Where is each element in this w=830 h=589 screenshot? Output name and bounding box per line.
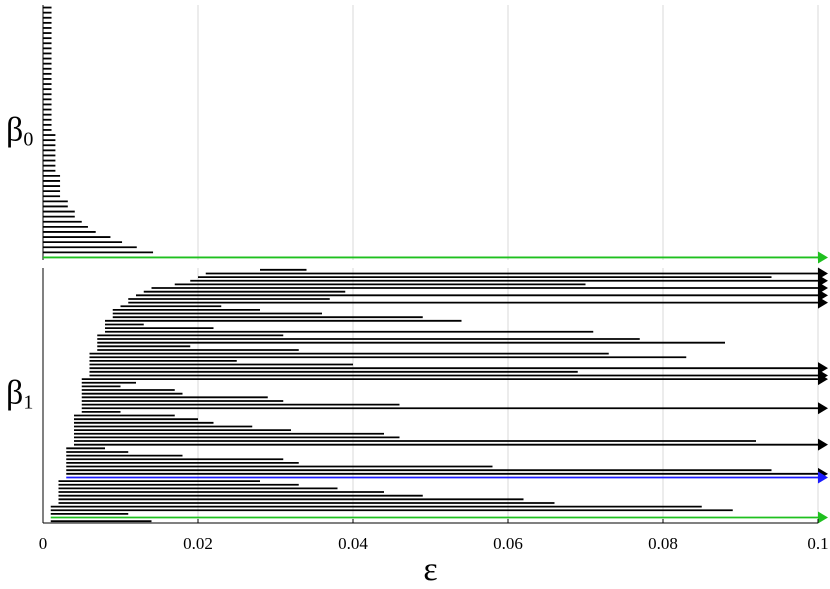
arrow-head (818, 471, 828, 484)
y-axis-label: β1 (6, 374, 33, 413)
x-tick-label: 0.02 (183, 534, 213, 553)
x-axis-label: ε (423, 551, 437, 588)
arrow-head (818, 438, 828, 451)
arrow-head (818, 511, 828, 524)
y-axis-label: β0 (6, 111, 33, 150)
arrow-head (818, 251, 828, 264)
symbol: β (6, 374, 23, 411)
subscript: 0 (23, 128, 33, 150)
x-tick-label: 0.08 (648, 534, 678, 553)
arrow-head (818, 296, 828, 309)
x-tick-label: 0.04 (338, 534, 368, 553)
x-tick-label: 0.06 (493, 534, 523, 553)
x-tick-label: 0 (39, 534, 48, 553)
subscript: 1 (23, 391, 33, 413)
arrow-head (818, 373, 828, 386)
arrow-head (818, 402, 828, 415)
x-tick-label: 0.1 (807, 534, 828, 553)
symbol: β (6, 111, 23, 148)
